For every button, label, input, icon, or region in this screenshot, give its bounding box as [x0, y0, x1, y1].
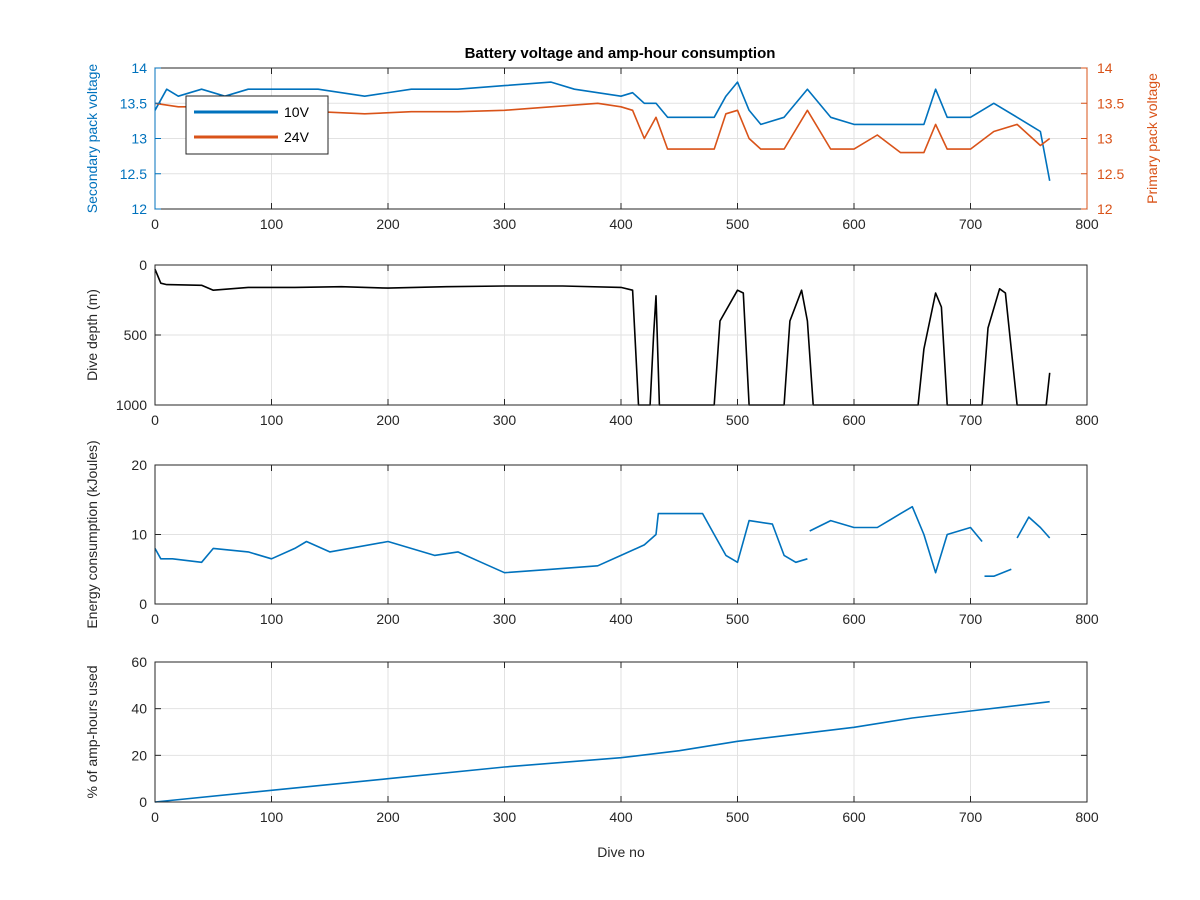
x-tick-label: 0 — [151, 809, 159, 825]
x-tick-label: 500 — [726, 412, 750, 428]
y-tick-label: 20 — [131, 457, 147, 473]
series-line-energy — [154, 505, 1051, 577]
y-right-tick-label: 14 — [1097, 60, 1113, 76]
y-tick-label: 14 — [131, 60, 147, 76]
y-tick-label: 13.5 — [120, 95, 147, 111]
x-tick-label: 400 — [609, 611, 633, 627]
x-tick-label: 700 — [959, 809, 983, 825]
y-tick-label: 0 — [139, 794, 147, 810]
x-tick-label: 100 — [260, 412, 284, 428]
x-tick-label: 0 — [151, 216, 159, 232]
subplot-depth: 0 100 200 300 400 500 600 700 800 0 500 1000 Dive de… — [84, 257, 1099, 428]
y-tick-label: 1000 — [116, 397, 147, 413]
y-tick-label: 40 — [131, 701, 147, 717]
y-right-tick-label: 13.5 — [1097, 95, 1124, 111]
x-tick-label: 300 — [493, 412, 517, 428]
x-tick-label: 100 — [260, 809, 284, 825]
y-tick-label: 60 — [131, 654, 147, 670]
x-tick-label: 600 — [842, 216, 866, 232]
subplots: 0 100 200 300 400 500 600 700 8001212.51313.5141… — [84, 60, 1160, 860]
y-tick-label: 20 — [131, 747, 147, 763]
x-tick-label: 300 — [493, 611, 517, 627]
x-tick-label: 800 — [1075, 412, 1099, 428]
x-axis-label-amphours: Dive no — [597, 844, 645, 860]
x-tick-label: 300 — [493, 216, 517, 232]
legend: 10V 24V — [185, 95, 329, 155]
y-tick-label: 500 — [124, 327, 148, 343]
legend-label-24v: 24V — [284, 129, 310, 145]
x-tick-label: 400 — [609, 412, 633, 428]
y-axis-label-depth: Dive depth (m) — [84, 289, 100, 381]
y-tick-label: 13 — [131, 131, 147, 147]
x-tick-label: 700 — [959, 412, 983, 428]
subplot-voltage: 0 100 200 300 400 500 600 700 8001212.51313.5141… — [84, 60, 1160, 232]
y-tick-label: 12.5 — [120, 166, 147, 182]
y-right-tick-label: 13 — [1097, 131, 1113, 147]
x-tick-label: 100 — [260, 611, 284, 627]
x-tick-label: 600 — [842, 611, 866, 627]
y-right-tick-label: 12 — [1097, 201, 1113, 217]
x-tick-label: 600 — [842, 412, 866, 428]
y-tick-label: 12 — [131, 201, 147, 217]
legend-box — [185, 95, 329, 155]
x-tick-label: 500 — [726, 809, 750, 825]
y-axis-label-amphours: % of amp-hours used — [84, 665, 100, 798]
y-tick-label: 0 — [139, 257, 147, 273]
x-tick-label: 0 — [151, 611, 159, 627]
y-tick-label: 0 — [139, 596, 147, 612]
y-axis-label-voltage: Secondary pack voltage — [84, 64, 100, 214]
figure-title: Battery voltage and amp-hour consumption — [465, 45, 776, 62]
x-tick-label: 700 — [959, 611, 983, 627]
y-tick-label: 10 — [131, 527, 147, 543]
x-tick-label: 300 — [493, 809, 517, 825]
series-line-voltage-24v — [154, 102, 1051, 154]
x-tick-label: 800 — [1075, 611, 1099, 627]
x-tick-label: 100 — [260, 216, 284, 232]
x-tick-label: 800 — [1075, 809, 1099, 825]
x-tick-label: 200 — [376, 611, 400, 627]
subplot-energy: 0 100 200 300 400 500 600 700 800 0 10 20 Energy con… — [84, 440, 1099, 628]
x-tick-label: 500 — [726, 216, 750, 232]
series-line-amphours — [154, 700, 1050, 803]
y-right-tick-label: 12.5 — [1097, 166, 1124, 182]
x-tick-label: 600 — [842, 809, 866, 825]
y-right-axis-label-voltage: Primary pack voltage — [1144, 73, 1160, 204]
x-tick-label: 700 — [959, 216, 983, 232]
x-tick-label: 400 — [609, 216, 633, 232]
x-tick-label: 800 — [1075, 216, 1099, 232]
x-tick-label: 200 — [376, 412, 400, 428]
legend-label-10v: 10V — [284, 104, 310, 120]
y-axis-label-energy: Energy consumption (kJoules) — [84, 440, 100, 628]
x-tick-label: 0 — [151, 412, 159, 428]
x-tick-label: 400 — [609, 809, 633, 825]
x-tick-label: 200 — [376, 216, 400, 232]
x-tick-label: 200 — [376, 809, 400, 825]
subplot-amphours: 0 100 200 300 400 500 600 700 800 0 20 40 60 % of amp… — [84, 654, 1099, 860]
x-tick-label: 500 — [726, 611, 750, 627]
series-line-voltage-10v — [154, 81, 1051, 181]
